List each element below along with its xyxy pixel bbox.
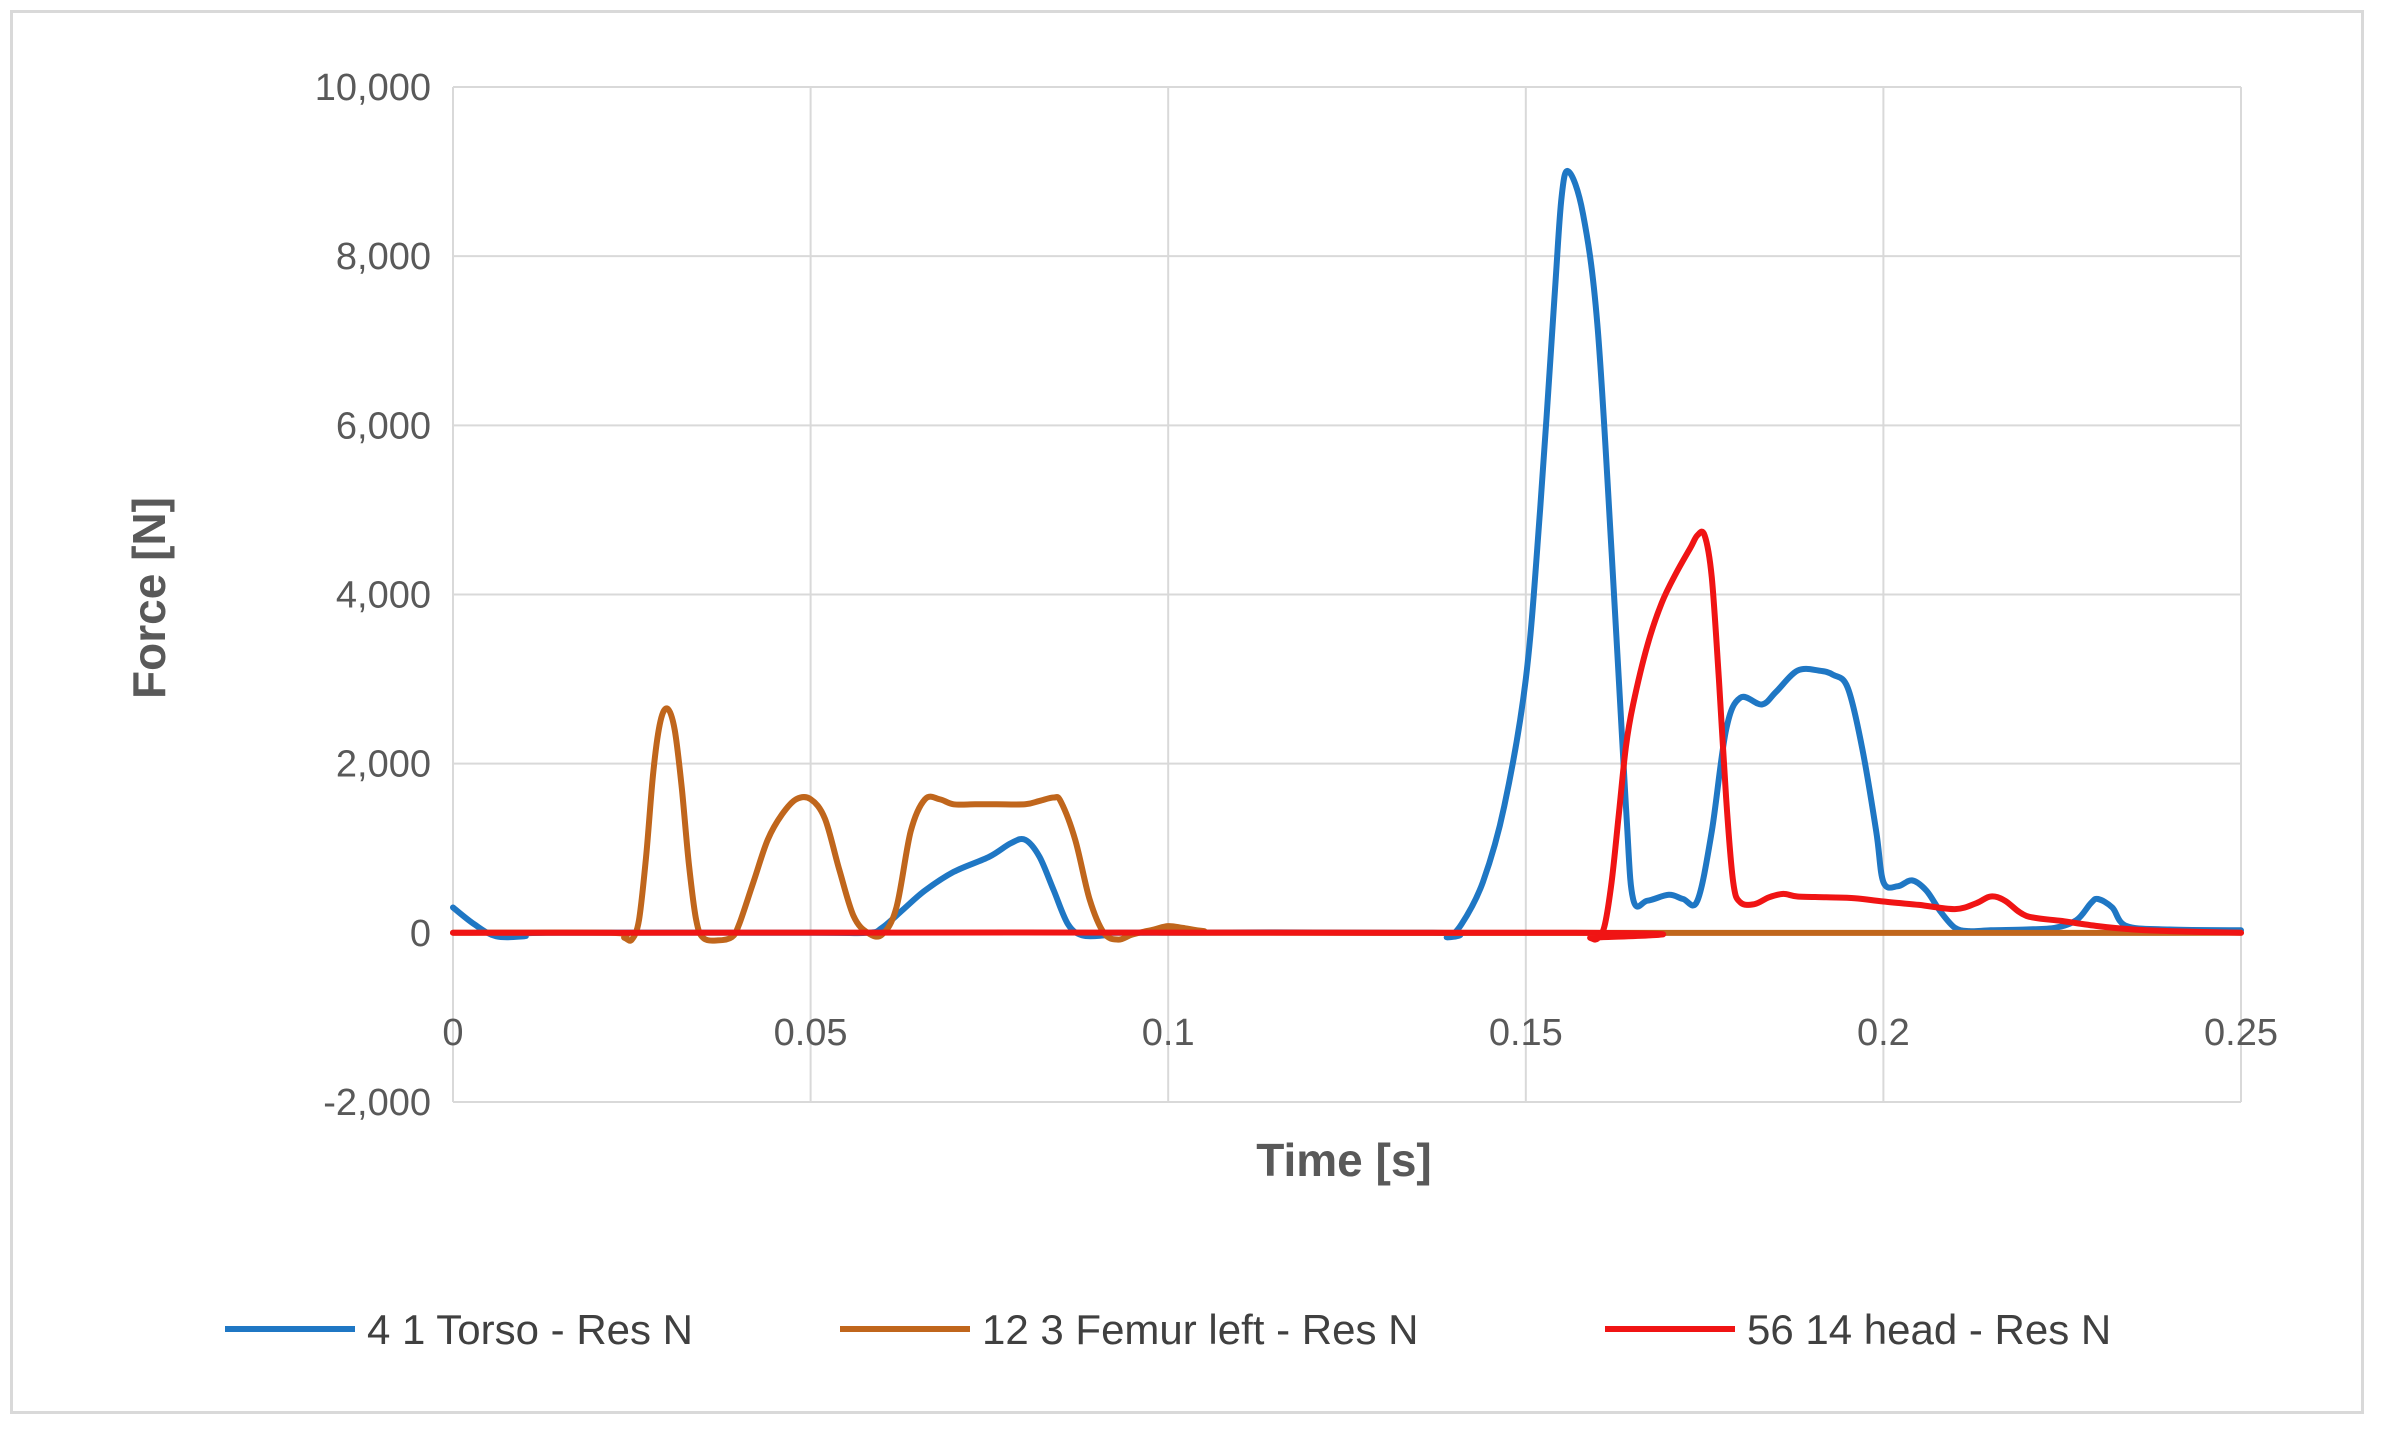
series-lines — [450, 168, 2244, 944]
legend-item-1: 12 3 Femur left - Res N — [840, 1306, 1418, 1353]
x-tick-label-5: 0.25 — [2204, 1012, 2278, 1054]
x-axis-ticks: 0 0.05 0.1 0.15 0.2 0.25 — [442, 1012, 2278, 1054]
y-tick-label-4: 6,000 — [336, 405, 431, 447]
legend-label-1: 12 3 Femur left - Res N — [982, 1306, 1418, 1353]
y-tick-label-0: -2,000 — [323, 1082, 431, 1124]
series-line-2 — [450, 528, 2244, 943]
y-axis-ticks: -2,000 0 2,000 4,000 6,000 8,000 10,000 — [315, 67, 431, 1124]
y-tick-label-2: 2,000 — [336, 744, 431, 786]
y-axis-title: Force [N] — [123, 497, 175, 699]
y-tick-label-3: 4,000 — [336, 575, 431, 617]
legend-item-2: 56 14 head - Res N — [1605, 1306, 2111, 1353]
y-tick-label-6: 10,000 — [315, 67, 431, 109]
x-tick-label-3: 0.15 — [1489, 1012, 1563, 1054]
y-tick-label-5: 8,000 — [336, 236, 431, 278]
x-axis-title: Time [s] — [1256, 1134, 1432, 1186]
legend-label-2: 56 14 head - Res N — [1747, 1306, 2111, 1353]
gridlines — [452, 86, 2242, 1103]
y-tick-label-1: 0 — [410, 913, 431, 955]
legend-item-0: 4 1 Torso - Res N — [225, 1306, 693, 1353]
x-tick-label-0: 0 — [442, 1012, 463, 1054]
legend: 4 1 Torso - Res N 12 3 Femur left - Res N… — [225, 1306, 2111, 1353]
x-tick-label-2: 0.1 — [1142, 1012, 1195, 1054]
series-line-0 — [450, 168, 2244, 941]
chart-frame — [10, 10, 2364, 1414]
legend-label-0: 4 1 Torso - Res N — [367, 1306, 693, 1353]
x-tick-label-1: 0.05 — [774, 1012, 848, 1054]
x-tick-label-4: 0.2 — [1857, 1012, 1910, 1054]
